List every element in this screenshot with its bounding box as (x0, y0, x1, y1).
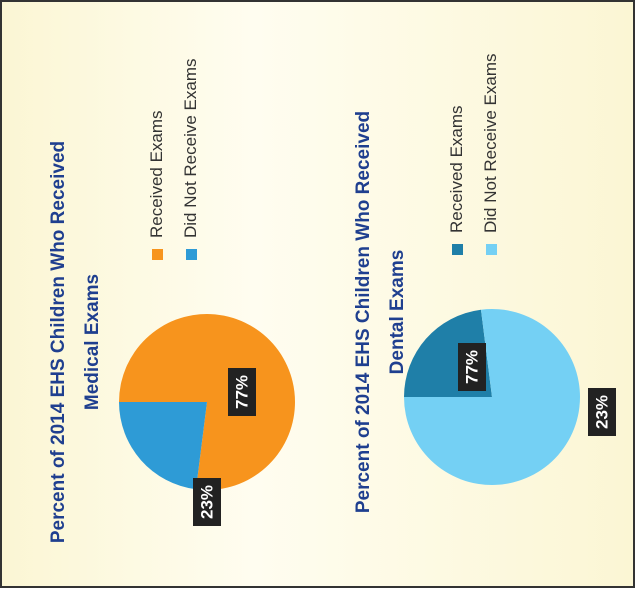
legend-label: Received Exams (447, 105, 466, 233)
data-label: 77% (232, 375, 251, 409)
legend-item: Did Not Receive Exams (176, 30, 206, 260)
pie-slice (119, 314, 295, 490)
legend-marker (486, 244, 497, 255)
legend-marker (452, 244, 463, 255)
data-label: 23% (197, 485, 216, 519)
legend-item: Received Exams (442, 25, 472, 255)
label-box (458, 343, 486, 391)
legend: Received Exams Did Not Receive Exams (442, 25, 510, 255)
legend-label: Did Not Receive Exams (181, 58, 200, 238)
legend-item: Received Exams (142, 30, 172, 260)
legend-marker (152, 249, 163, 260)
legend-item: Did Not Receive Exams (476, 25, 506, 255)
legend-marker (186, 249, 197, 260)
pie-slice (119, 402, 207, 490)
data-label: 77% (462, 350, 481, 384)
data-label: 23% (592, 395, 611, 429)
label-box (193, 478, 221, 526)
label-box (588, 388, 616, 436)
legend-label: Received Exams (147, 110, 166, 238)
pie-chart: 77% 23% (119, 314, 295, 526)
label-box (228, 368, 256, 416)
pie-slice (404, 309, 580, 485)
legend-label: Did Not Receive Exams (481, 53, 500, 233)
chart-title: Percent of 2014 EHS Children Who Receive… (48, 140, 103, 544)
legend: Received Exams Did Not Receive Exams (142, 30, 210, 260)
pie-chart: 23% 77% (404, 309, 616, 485)
